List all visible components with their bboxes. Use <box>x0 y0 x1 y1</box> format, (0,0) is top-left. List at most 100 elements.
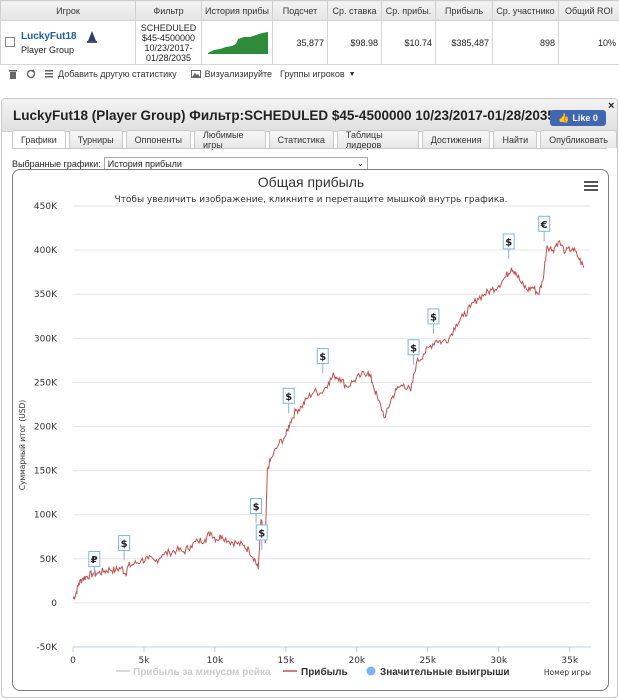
column-header-total-roi[interactable]: Общий ROI <box>558 0 619 21</box>
tab-tournaments[interactable]: Турниры <box>68 130 123 148</box>
row-checkbox[interactable] <box>5 37 15 47</box>
player-name-link[interactable]: LuckyFut18 <box>21 31 77 42</box>
tabs-divider <box>12 148 607 149</box>
legend-label: Прибыль <box>301 666 348 678</box>
tab-statistics[interactable]: Статистика <box>268 130 334 148</box>
x-tick-label: 25k <box>419 656 436 666</box>
visualize-button[interactable]: Визуализируйте <box>190 69 272 79</box>
profit-series-line[interactable] <box>72 240 585 600</box>
x-tick-label: 10k <box>207 656 224 666</box>
legend-label: Прибыль за минусом рейка <box>133 666 271 678</box>
currency-symbol: $ <box>410 343 417 354</box>
player-group-label: Player Group <box>21 45 75 55</box>
stats-toolbar: Добавить другую статистику Визуализируйт… <box>0 65 619 83</box>
table-row: LuckyFut18 Player Group SCHEDULED $45-45… <box>0 20 619 65</box>
trash-icon[interactable] <box>8 69 18 79</box>
y-tick-label: 250K <box>34 378 58 388</box>
legend-item-big-wins[interactable]: Значительные выигрыши <box>366 666 510 679</box>
big-win-flag[interactable]: $ <box>250 498 263 524</box>
currency-symbol: $ <box>319 352 326 363</box>
selected-graphs-label: Выбранные графики: <box>12 158 101 169</box>
avg-stake-cell: $98.98 <box>327 20 382 65</box>
refresh-icon[interactable] <box>26 69 36 79</box>
flag-box <box>282 387 295 404</box>
panel-header: LuckyFut18 (Player Group) Фильтр:SCHEDUL… <box>2 99 617 132</box>
chevron-down-icon: ▼ <box>348 70 356 78</box>
like-label: Like 0 <box>572 113 598 123</box>
x-tick-label: 0 <box>70 656 76 666</box>
filter-line: 10/23/2017- <box>144 42 193 53</box>
column-header-player[interactable]: Игрок <box>0 0 136 21</box>
big-win-flag[interactable]: $ <box>502 233 515 259</box>
x-axis-ticks: 0 5k 10k 15k 20k 25k 30k 35k <box>70 647 579 666</box>
player-groups-dropdown[interactable]: Группы игроков ▼ <box>280 69 356 79</box>
currency-symbol: € <box>540 220 548 231</box>
chevron-down-icon: ⌄ <box>357 159 364 168</box>
legend-item-hidden-series[interactable]: Прибыль за минусом рейка <box>116 666 271 678</box>
y-tick-label: 200K <box>34 423 58 433</box>
column-header-avg-stake[interactable]: Ср. ставка <box>327 0 382 21</box>
panel-tabs: Графики Турниры Оппоненты Любимые игры С… <box>12 130 617 150</box>
add-stats-label: Добавить другую статистику <box>58 69 177 79</box>
filter-line: 01/28/2035 <box>145 52 192 63</box>
flag-box <box>427 308 440 325</box>
tab-achievements[interactable]: Достижения <box>421 130 491 148</box>
hamburger-menu-icon[interactable] <box>584 181 598 191</box>
y-axis-title: Суммарный итог (USD) <box>18 400 27 491</box>
x-tick-label: 35k <box>561 656 578 666</box>
legend-item-profit[interactable]: Прибыль <box>283 666 348 678</box>
y-axis-ticks: -50K 0 50K 100K 150K 200K 250K 300K 350K 400K 450K <box>34 202 58 653</box>
close-panel-button[interactable]: × <box>608 100 615 112</box>
currency-symbol: ₽ <box>91 555 98 566</box>
series-layer <box>72 240 585 600</box>
column-header-avg-profit[interactable]: Ср. прибы. <box>381 0 436 21</box>
flag-box <box>538 215 551 232</box>
column-header-profit-history[interactable]: История прибы <box>201 0 273 21</box>
profit-cell: $385,487 <box>435 20 493 65</box>
tab-find[interactable]: Найти <box>493 130 538 148</box>
panel-title: LuckyFut18 (Player Group) Фильтр:SCHEDUL… <box>13 108 555 123</box>
stats-table: Игрок Фильтр История прибы Подсчет Ср. с… <box>0 0 619 65</box>
graph-select-value: История прибыли <box>107 158 182 169</box>
flag-box <box>255 524 268 541</box>
add-stats-button[interactable]: Добавить другую статистику <box>44 69 177 79</box>
big-win-flag[interactable]: € <box>538 215 551 242</box>
total-roi-cell: 10% <box>558 20 619 65</box>
flag-box <box>407 339 420 356</box>
y-tick-label: 450K <box>34 202 58 212</box>
big-win-flag[interactable]: $ <box>282 387 295 414</box>
tab-favorite-games[interactable]: Любимые игры <box>193 130 266 150</box>
big-win-flag[interactable]: $ <box>316 348 329 374</box>
tab-graphs[interactable]: Графики <box>12 130 66 149</box>
currency-symbol: $ <box>121 539 128 550</box>
facebook-like-button[interactable]: 👍 Like 0 <box>550 110 606 126</box>
chart-container[interactable]: Общая прибыль Чтобы увеличить изображени… <box>12 169 609 691</box>
tab-leaderboards[interactable]: Таблицы лидеров <box>336 130 419 150</box>
flag-box <box>502 233 515 250</box>
profit-chart[interactable]: Общая прибыль Чтобы увеличить изображени… <box>13 170 610 692</box>
big-win-flag[interactable]: $ <box>255 524 268 550</box>
column-header-profit[interactable]: Прибыль <box>435 0 493 21</box>
big-win-flag[interactable]: $ <box>407 339 420 365</box>
profit-sparkline <box>208 31 268 54</box>
column-header-count[interactable]: Подсчет <box>272 0 328 21</box>
column-header-filter[interactable]: Фильтр <box>135 0 202 21</box>
tab-publish[interactable]: Опубликовать <box>540 130 617 148</box>
flag-box <box>118 535 131 552</box>
tab-opponents[interactable]: Оппоненты <box>125 130 191 148</box>
filter-cell: SCHEDULED $45-4500000 10/23/2017- 01/28/… <box>135 20 202 65</box>
currency-symbol: $ <box>253 502 260 513</box>
currency-symbol: $ <box>258 528 265 539</box>
chart-grid <box>73 205 591 648</box>
y-tick-label: 0 <box>51 599 57 609</box>
flag-box <box>316 348 329 365</box>
column-header-avg-entrants[interactable]: Ср. участнико <box>492 0 559 21</box>
big-win-flag[interactable]: ₽ <box>88 550 101 577</box>
profit-history-sparkline-cell[interactable] <box>201 20 273 65</box>
player-cell: LuckyFut18 Player Group <box>0 20 136 65</box>
chart-legend: Прибыль за минусом рейка Прибыль Значите… <box>116 666 510 678</box>
big-win-flag[interactable]: $ <box>118 535 131 561</box>
avg-profit-cell: $10.74 <box>381 20 436 65</box>
big-win-flag[interactable]: $ <box>427 308 440 334</box>
y-tick-label: 150K <box>34 467 58 477</box>
